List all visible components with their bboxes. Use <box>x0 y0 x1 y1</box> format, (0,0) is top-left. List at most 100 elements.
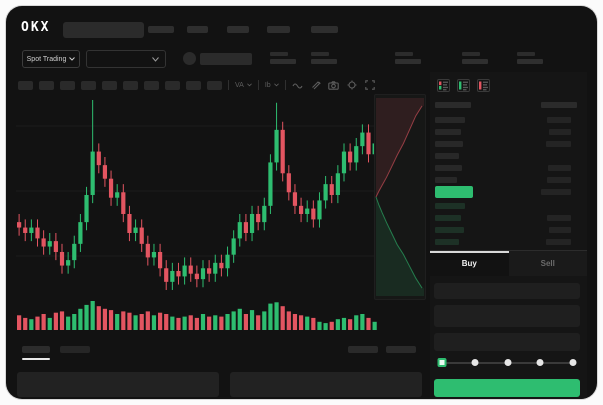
timeframe-button-7[interactable] <box>144 80 159 90</box>
bid-row[interactable] <box>430 239 587 245</box>
price-placeholder <box>435 165 462 171</box>
pair-dropdown[interactable] <box>86 50 166 68</box>
timeframe-button-3[interactable] <box>60 80 75 90</box>
draw-pencil-icon[interactable] <box>310 79 322 91</box>
price-placeholder <box>435 141 463 147</box>
orderbook-asks-view-icon[interactable] <box>477 79 490 92</box>
market-stat-3 <box>395 52 425 64</box>
nav-item-2[interactable] <box>187 26 208 33</box>
timeframe-button-4[interactable] <box>81 80 96 90</box>
orders-tab-active[interactable] <box>22 346 50 353</box>
toolbar-divider <box>284 80 286 90</box>
okx-logo[interactable]: OKX <box>21 20 51 35</box>
timeframe-button-1[interactable] <box>18 80 33 90</box>
last-price-badge[interactable] <box>435 186 473 198</box>
fullscreen-expand-icon[interactable] <box>364 79 376 91</box>
price-placeholder <box>435 227 464 233</box>
nav-item-3[interactable] <box>227 26 249 33</box>
nav-item-5[interactable] <box>311 26 338 33</box>
timeframe-button-6[interactable] <box>123 80 138 90</box>
line-tool-icon[interactable] <box>292 79 304 91</box>
chart-settings-icon[interactable] <box>346 79 358 91</box>
charttype-dropdown-label: Ib <box>264 81 271 89</box>
slider-handle-50pct[interactable] <box>504 359 511 366</box>
ask-row[interactable] <box>430 153 587 159</box>
chevron-down-icon <box>152 56 159 62</box>
orderbook-bids-view-icon[interactable] <box>457 79 470 92</box>
orderbook-combined-view-icon[interactable] <box>437 79 450 92</box>
amount-placeholder <box>546 141 571 147</box>
price-placeholder <box>435 215 461 221</box>
slider-handle-0pct[interactable] <box>437 358 447 367</box>
depth-chart[interactable] <box>374 94 426 300</box>
ask-row[interactable] <box>430 141 587 147</box>
orderbook-asks <box>430 117 587 189</box>
search-input[interactable] <box>63 22 144 38</box>
stat-label-placeholder <box>462 52 480 56</box>
market-type-label: Spot Trading <box>26 55 67 63</box>
price-placeholder <box>435 203 465 209</box>
pair-coin-icon <box>183 52 196 65</box>
pair-name-placeholder <box>200 53 252 65</box>
stat-label-placeholder <box>311 52 329 56</box>
orderbook-price-header <box>435 102 471 108</box>
order-panel: Buy Sell <box>430 72 587 399</box>
price-input[interactable] <box>434 283 580 299</box>
charttype-dropdown[interactable]: Ib <box>265 82 279 89</box>
market-stat-5 <box>517 52 547 64</box>
stat-label-placeholder <box>517 52 535 56</box>
nav-item-4[interactable] <box>267 26 290 33</box>
volume-chart[interactable] <box>16 296 378 332</box>
slider-handle-100pct[interactable] <box>569 359 577 366</box>
timeframe-button-8[interactable] <box>165 80 180 90</box>
stat-value-placeholder <box>517 59 543 64</box>
amount-placeholder <box>549 227 571 233</box>
trading-app-window: OKX Spot Trading VA Ib <box>6 6 597 399</box>
bid-row[interactable] <box>430 227 587 233</box>
slider-handle-75pct[interactable] <box>536 359 544 366</box>
candlestick-chart[interactable] <box>16 96 378 294</box>
chevron-down-icon <box>273 83 279 87</box>
buy-button[interactable] <box>434 379 580 397</box>
nav-item-1[interactable] <box>148 26 174 33</box>
amount-percent-slider[interactable] <box>437 358 577 367</box>
last-price-amount-placeholder <box>541 189 571 195</box>
buy-tab[interactable]: Buy <box>430 251 509 276</box>
stat-value-placeholder <box>395 59 421 64</box>
price-placeholder <box>435 153 459 159</box>
ask-row[interactable] <box>430 117 587 123</box>
amount-placeholder <box>548 165 571 171</box>
timeframe-button-9[interactable] <box>186 80 201 90</box>
orderbook-view-toggles <box>437 79 490 92</box>
market-stat-1 <box>270 52 300 64</box>
bid-row[interactable] <box>430 215 587 221</box>
camera-snapshot-icon[interactable] <box>328 79 340 91</box>
orders-filter-placeholder[interactable] <box>348 346 378 353</box>
order-history-panel <box>230 372 422 397</box>
sell-tab[interactable]: Sell <box>508 251 587 276</box>
indicator-dropdown-label: VA <box>235 81 244 89</box>
market-type-selector[interactable]: Spot Trading <box>22 50 80 68</box>
market-stat-2 <box>311 52 341 64</box>
open-orders-panel <box>17 372 219 397</box>
ask-row[interactable] <box>430 129 587 135</box>
timeframe-button-10[interactable] <box>207 80 222 90</box>
timeframe-button-5[interactable] <box>102 80 117 90</box>
chart-toolbar: VA Ib <box>18 77 376 93</box>
ask-row[interactable] <box>430 177 587 183</box>
price-placeholder <box>435 117 465 123</box>
orders-action-placeholder[interactable] <box>386 346 416 353</box>
order-history-tab[interactable] <box>60 346 90 353</box>
indicator-dropdown[interactable]: VA <box>235 82 252 89</box>
toolbar-divider <box>228 80 229 90</box>
market-stat-4 <box>462 52 492 64</box>
timeframe-button-2[interactable] <box>39 80 54 90</box>
total-input[interactable] <box>434 333 580 351</box>
ask-row[interactable] <box>430 165 587 171</box>
timeframe-buttons <box>18 80 222 90</box>
slider-handle-25pct[interactable] <box>471 359 479 366</box>
amount-input[interactable] <box>434 305 580 327</box>
bid-row[interactable] <box>430 203 587 209</box>
stat-value-placeholder <box>462 59 488 64</box>
stat-label-placeholder <box>395 52 413 56</box>
